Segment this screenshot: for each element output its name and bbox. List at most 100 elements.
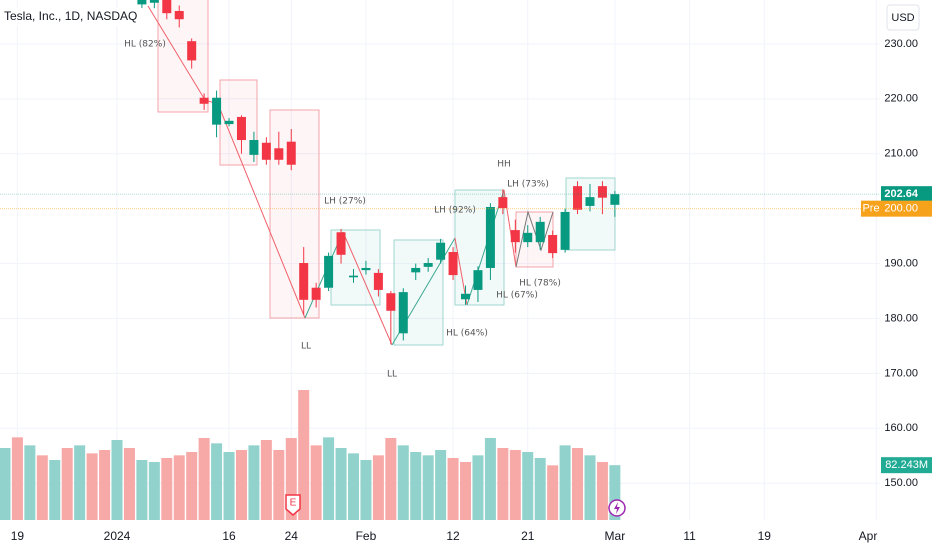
- volume-bar: [148, 462, 160, 520]
- annotations: HL (82%) LH (27%) LL LL HL (64%) LH (92%…: [124, 40, 561, 380]
- volume-bar: [211, 443, 223, 520]
- candle-body: [461, 293, 471, 300]
- swing-label: HL (67%): [496, 291, 538, 301]
- candle-body: [386, 293, 396, 311]
- zigzag-minor: [515, 210, 554, 268]
- candle-body: [162, 0, 172, 14]
- y-tick-label: 230.00: [884, 38, 918, 50]
- y-tick-label: 160.00: [884, 422, 918, 434]
- volume-bar: [609, 465, 621, 520]
- candle-body: [523, 232, 533, 243]
- candle-body: [187, 41, 197, 61]
- volume-bar: [260, 440, 272, 520]
- swing-label: LL: [387, 370, 397, 380]
- candle-body: [535, 221, 545, 243]
- last-price-label: 202.64: [884, 188, 919, 200]
- volume-bar: [235, 450, 247, 520]
- candle-body: [473, 270, 483, 290]
- volume-bar: [223, 452, 235, 520]
- x-tick-label: Mar: [605, 529, 626, 543]
- candle-body: [311, 287, 321, 300]
- swing-label: HL (64%): [446, 329, 488, 339]
- volume-bar: [123, 448, 135, 520]
- candle-body: [299, 263, 309, 300]
- volume-bar: [596, 462, 608, 520]
- candle-body: [411, 267, 421, 273]
- volume-bar: [584, 455, 596, 520]
- zigzag-up: [466, 189, 505, 306]
- volume-bar: [335, 448, 347, 520]
- currency-button[interactable]: [886, 4, 920, 31]
- candle-body: [174, 10, 184, 20]
- y-tick-label: 190.00: [884, 257, 918, 269]
- zigzag-down: [342, 231, 393, 346]
- volume-bar: [111, 440, 123, 520]
- event-bolt: [614, 502, 620, 514]
- x-tick-label: 19: [11, 529, 25, 543]
- volume-bar: [136, 460, 148, 520]
- volume-bar: [285, 438, 297, 520]
- premarket-badge: [881, 200, 932, 217]
- candle-body: [324, 255, 334, 288]
- candle-body: [448, 252, 458, 276]
- candle-body: [361, 267, 371, 271]
- y-tick-label: 210.00: [884, 148, 918, 160]
- candle-body: [498, 197, 508, 209]
- earnings-badge[interactable]: [285, 494, 301, 516]
- candle-body: [274, 148, 284, 160]
- dividend-icon[interactable]: [608, 499, 626, 517]
- candles: [0, 0, 880, 345]
- volume-bar: [534, 458, 546, 520]
- x-tick-label: 19: [758, 529, 772, 543]
- volume-bar: [559, 445, 571, 520]
- volume-bar: [248, 445, 260, 520]
- axes: 150.00 160.00 170.00 180.00 190.00 210.00 220.…: [11, 38, 932, 543]
- x-tick-label: 11: [683, 529, 696, 543]
- volume-bar: [385, 438, 397, 520]
- volume-label: 82.243M: [885, 459, 928, 471]
- volume-badge: [881, 457, 932, 474]
- currency[interactable]: USD: [891, 12, 914, 24]
- volume-bar: [497, 448, 509, 520]
- volume-bar: [347, 453, 359, 520]
- volume-bar: [484, 438, 496, 520]
- y-tick-label: 180.00: [884, 312, 918, 324]
- x-tick-label: Feb: [356, 529, 377, 543]
- candle-body: [423, 263, 433, 267]
- volume-bar: [198, 438, 210, 520]
- candle-body: [261, 142, 271, 160]
- volume-bar: [410, 452, 422, 520]
- y-tick-label: 170.00: [884, 367, 918, 379]
- candle-body: [585, 197, 595, 206]
- volume-bar: [435, 450, 447, 520]
- candle-body: [436, 242, 446, 260]
- volume-bar: [11, 437, 23, 520]
- x-tick-label: 24: [285, 529, 299, 543]
- chart-title: Tesla, Inc., 1D, NASDAQ: [4, 9, 137, 23]
- volume-bar: [49, 460, 61, 520]
- candle-body: [548, 235, 558, 254]
- volume-bar: [310, 445, 322, 520]
- swing-label: HL (82%): [124, 40, 166, 50]
- time-axis: [0, 521, 880, 550]
- candle-body: [573, 186, 583, 210]
- volume-bar: [273, 450, 285, 520]
- volume-bar: [186, 452, 198, 520]
- earnings-icon[interactable]: E: [285, 494, 301, 516]
- volume-bar: [24, 445, 36, 520]
- candle-body: [149, 0, 159, 3]
- swing-label: LH (73%): [507, 180, 549, 190]
- candle-body: [510, 230, 520, 243]
- volume-bar: [572, 448, 584, 520]
- volume-bar: [0, 448, 11, 520]
- earnings-letter[interactable]: E: [290, 498, 297, 509]
- candle-body: [398, 292, 408, 334]
- y-tick-label: 220.00: [884, 93, 918, 105]
- candle-body: [137, 0, 147, 5]
- candle-body: [348, 275, 358, 278]
- premarket-tag: Pre: [862, 203, 879, 215]
- zigzag-down: [147, 5, 306, 319]
- candle-body: [286, 141, 296, 165]
